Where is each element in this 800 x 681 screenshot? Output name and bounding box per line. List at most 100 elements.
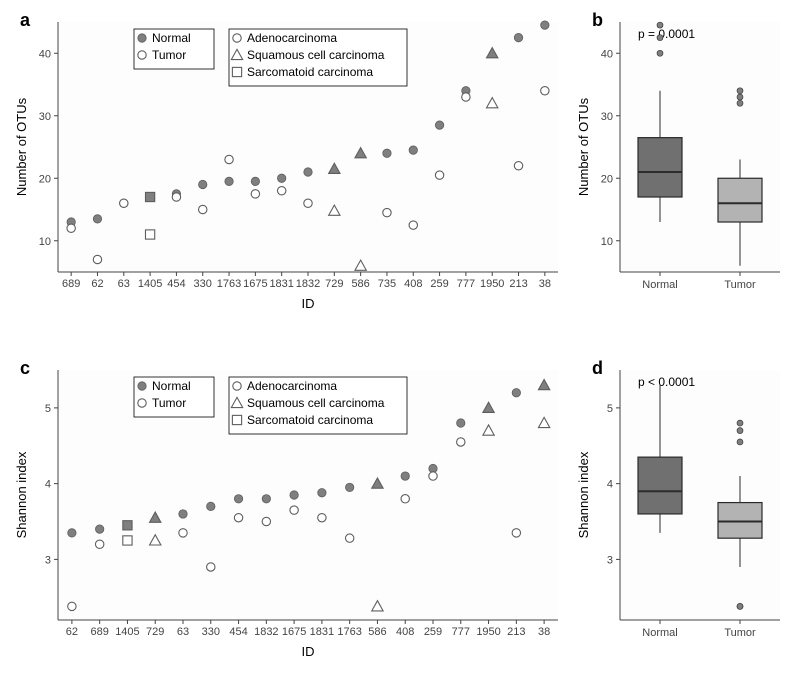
data-point: [93, 255, 101, 263]
x-tick-label: 777: [452, 626, 470, 638]
outlier-point: [657, 22, 663, 28]
box: [718, 503, 762, 539]
legend-label: Adenocarcinoma: [247, 379, 337, 393]
data-point: [95, 525, 103, 533]
x-tick-label: Normal: [642, 279, 677, 291]
x-axis: 6268914057296333045418321675183117635864…: [58, 620, 558, 638]
x-axis-title: ID: [302, 296, 315, 311]
figure-root: a 10203040 Number of OTUs 689 62 63 1405 454 330…: [0, 0, 800, 681]
data-point: [234, 514, 242, 522]
x-tick-label: 1675: [282, 626, 306, 638]
legend-label: Sarcomatoid carcinoma: [247, 413, 373, 427]
data-point: [512, 389, 520, 397]
x-tick-label: 454: [229, 626, 247, 638]
data-point: [290, 506, 298, 514]
x-tick-label: Tumor: [724, 627, 756, 639]
legend-marker: [233, 34, 241, 42]
x-tick-label: 1832: [254, 626, 278, 638]
outlier-point: [657, 35, 663, 41]
data-point: [409, 146, 417, 154]
x-tick-label: 259: [430, 278, 448, 290]
data-point: [383, 208, 391, 216]
data-point: [304, 168, 312, 176]
data-point: [383, 149, 391, 157]
x-tick-label: 63: [118, 278, 130, 290]
x-tick-label: 330: [194, 278, 212, 290]
x-tick-label: 330: [202, 626, 220, 638]
data-point: [457, 419, 465, 427]
data-point: [435, 171, 443, 179]
data-point: [68, 529, 76, 537]
data-point: [462, 93, 470, 101]
data-point: [207, 502, 215, 510]
data-point: [514, 162, 522, 170]
data-point: [262, 495, 270, 503]
data-point: [145, 192, 154, 201]
data-point: [262, 517, 270, 525]
data-point: [277, 174, 285, 182]
panel-label-a: a: [20, 10, 31, 30]
y-tick-label: 5: [45, 403, 51, 415]
data-point: [409, 221, 417, 229]
data-point: [179, 510, 187, 518]
panel-label-c: c: [20, 358, 30, 378]
data-point: [234, 495, 242, 503]
y-tick-label: 10: [601, 236, 613, 248]
outlier-point: [737, 439, 743, 445]
data-point: [514, 33, 522, 41]
legend-label: Sarcomatoid carcinoma: [247, 65, 373, 79]
panel-d: d 345 Shannon index NormalTumor p < 0.0001: [576, 358, 780, 639]
x-axis: NormalTumor: [620, 620, 780, 639]
x-tick-label: 62: [91, 278, 103, 290]
data-point: [179, 529, 187, 537]
y-axis: 345: [607, 370, 620, 620]
legend-label: Tumor: [152, 48, 186, 62]
x-tick-label: 38: [539, 278, 551, 290]
x-tick-label: 63: [177, 626, 189, 638]
x-tick-label: 689: [90, 626, 108, 638]
x-tick-label: 213: [509, 278, 527, 290]
data-point: [199, 180, 207, 188]
x-tick-label: 62: [66, 626, 78, 638]
x-tick-label: 1950: [476, 626, 500, 638]
y-tick-label: 40: [601, 48, 613, 60]
x-tick-label: 1405: [138, 278, 162, 290]
panel-label-d: d: [592, 358, 603, 378]
p-value-text: p < 0.0001: [638, 375, 695, 389]
y-axis-title: Shannon index: [576, 451, 591, 538]
x-axis: 6896263140545433017631675183118327295867…: [58, 272, 558, 290]
data-point: [429, 472, 437, 480]
legend-label: Normal: [152, 379, 191, 393]
outlier-point: [737, 603, 743, 609]
x-tick-label: 259: [424, 626, 442, 638]
x-tick-label: 454: [167, 278, 185, 290]
panel-label-b: b: [592, 10, 603, 30]
x-tick-label: 729: [325, 278, 343, 290]
panel-b: b10203040 Number of OTUs Normal Tumor p = 0.…: [576, 10, 780, 291]
data-point: [207, 563, 215, 571]
panel-c: c345Shannon index62689140572963330454183…: [14, 358, 558, 659]
y-axis: 345: [45, 370, 58, 620]
y-tick-label: 4: [45, 479, 51, 491]
x-axis: Normal Tumor: [620, 272, 780, 291]
y-axis: 10203040: [601, 22, 620, 272]
outlier-point: [737, 100, 743, 106]
legend-marker: [138, 399, 146, 407]
data-point: [251, 177, 259, 185]
legend-label: Normal: [152, 31, 191, 45]
outlier-point: [737, 94, 743, 100]
y-tick-label: 30: [39, 111, 51, 123]
data-point: [318, 489, 326, 497]
x-tick-label: 1950: [480, 278, 504, 290]
x-tick-label: 735: [378, 278, 396, 290]
x-tick-label: 1831: [269, 278, 293, 290]
data-point: [68, 602, 76, 610]
x-tick-label: 1675: [243, 278, 267, 290]
x-tick-label: 1763: [337, 626, 361, 638]
box: [718, 178, 762, 222]
p-value-text: p = 0.0001: [638, 27, 695, 41]
x-tick-label: Tumor: [724, 279, 756, 291]
y-axis-title: Number of OTUs: [576, 97, 591, 196]
x-tick-label: 408: [404, 278, 422, 290]
x-tick-label: 38: [538, 626, 550, 638]
